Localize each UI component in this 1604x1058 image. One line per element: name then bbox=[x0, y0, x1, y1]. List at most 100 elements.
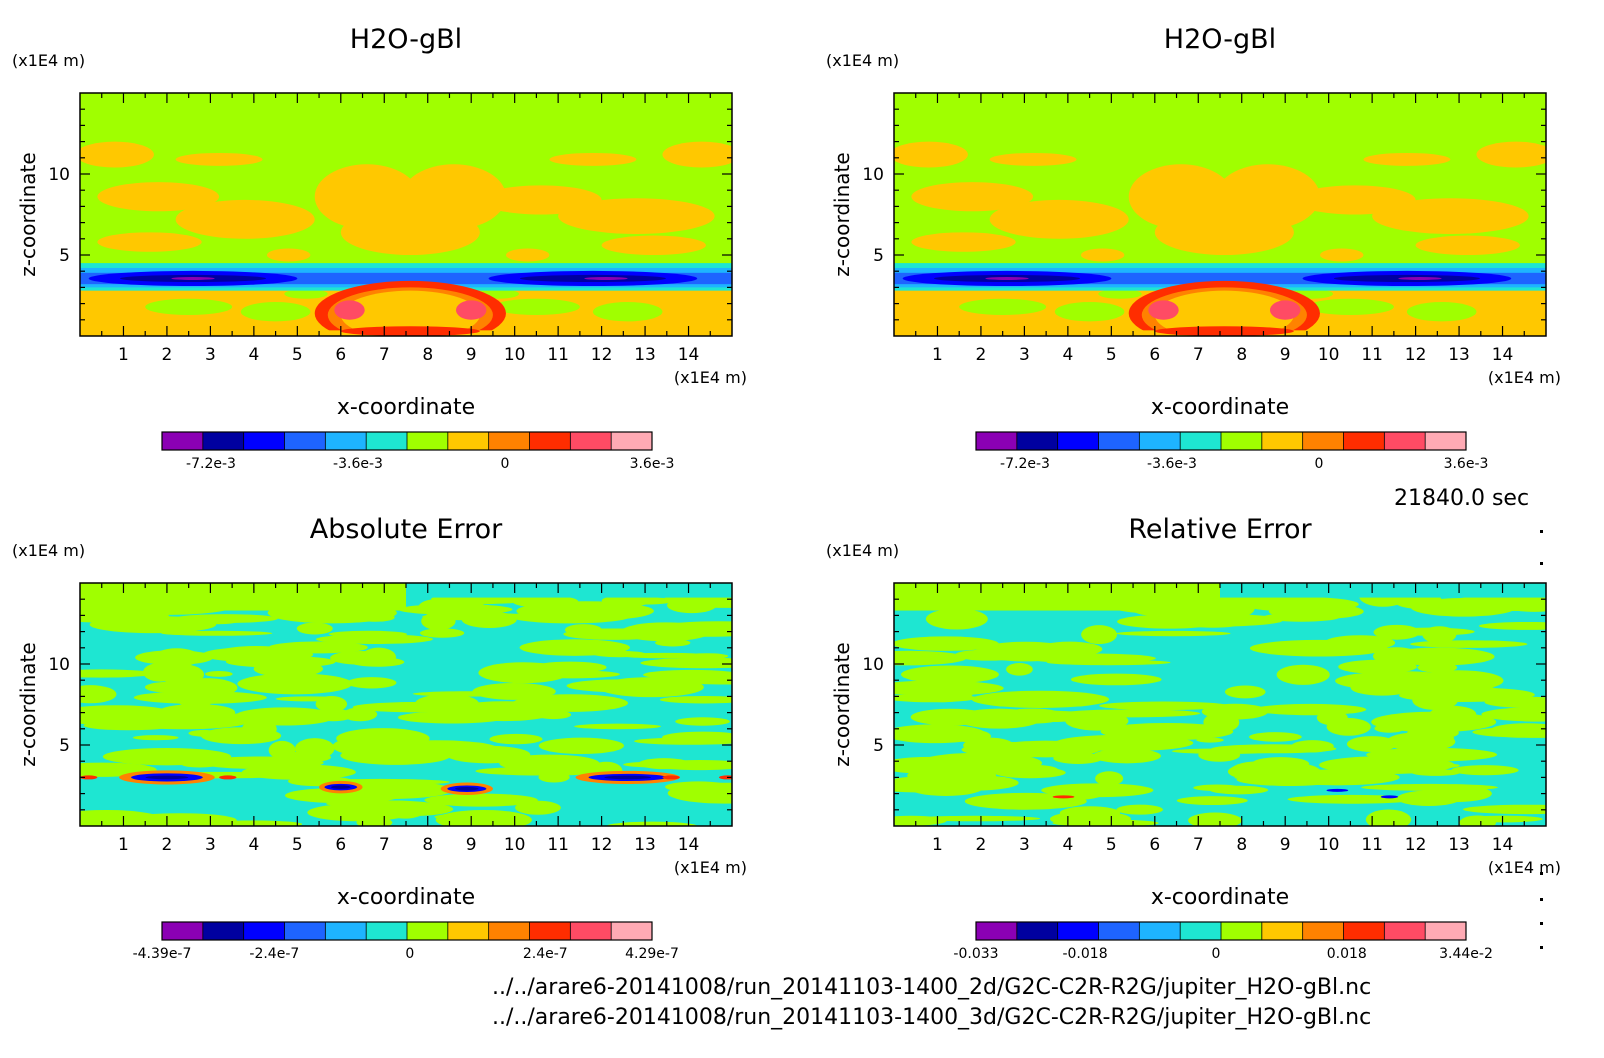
y-unit-label: (x1E4 m) bbox=[826, 541, 899, 560]
heatmap-field bbox=[80, 93, 732, 336]
x-tick-label: 11 bbox=[547, 835, 569, 855]
x-tick-label: 6 bbox=[335, 835, 346, 855]
colorbar-swatch bbox=[1302, 922, 1344, 940]
x-axis-label: x-coordinate bbox=[337, 885, 475, 910]
colorbar-swatch bbox=[1261, 922, 1304, 940]
colorbar-tick-label: 0 bbox=[1211, 946, 1220, 962]
colorbar-swatch bbox=[366, 922, 408, 940]
x-tick-label: 2 bbox=[976, 345, 987, 365]
x-unit-label: (x1E4 m) bbox=[674, 368, 747, 387]
x-tick-label: 8 bbox=[1236, 835, 1247, 855]
colorbar-swatch bbox=[1221, 432, 1263, 450]
colorbar-swatch bbox=[243, 922, 285, 940]
x-tick-label: 12 bbox=[1405, 835, 1427, 855]
margin-dot bbox=[1540, 946, 1543, 949]
colorbar-swatch bbox=[325, 922, 367, 940]
colorbar-swatch bbox=[162, 922, 204, 940]
x-tick-label: 5 bbox=[292, 345, 303, 365]
margin-dot bbox=[1540, 530, 1543, 533]
x-tick-label: 8 bbox=[1236, 345, 1247, 365]
x-tick-label: 7 bbox=[379, 835, 390, 855]
colorbar-swatch bbox=[407, 922, 449, 940]
file-path-3d: ../../arare6-20141008/run_20141103-1400_… bbox=[492, 1005, 1372, 1030]
x-tick-label: 9 bbox=[1280, 345, 1291, 365]
y-tick-label: 10 bbox=[48, 655, 70, 675]
y-tick-label: 10 bbox=[48, 165, 70, 185]
colorbar-tick-label: -4.39e-7 bbox=[133, 946, 192, 962]
colorbar-swatch bbox=[1057, 922, 1099, 940]
colorbar-tick-label: -2.4e-7 bbox=[249, 946, 299, 962]
x-tick-label: 4 bbox=[248, 835, 259, 855]
x-axis-label: x-coordinate bbox=[337, 395, 475, 420]
margin-dot bbox=[1540, 922, 1543, 925]
x-tick-label: 6 bbox=[335, 345, 346, 365]
colorbar-swatch bbox=[1384, 922, 1426, 940]
x-tick-label: 13 bbox=[634, 345, 656, 365]
colorbar-swatch bbox=[407, 432, 449, 450]
colorbar-tick-label: 2.4e-7 bbox=[523, 946, 568, 962]
colorbar-tick-label: -0.018 bbox=[1062, 946, 1107, 962]
colorbar-swatch bbox=[976, 432, 1018, 450]
colorbar-swatch bbox=[202, 922, 245, 940]
x-tick-label: 5 bbox=[292, 835, 303, 855]
heatmap-field bbox=[80, 583, 732, 826]
x-tick-label: 9 bbox=[466, 345, 477, 365]
x-tick-label: 5 bbox=[1106, 835, 1117, 855]
x-tick-label: 7 bbox=[1193, 345, 1204, 365]
colorbar-swatch bbox=[1221, 922, 1263, 940]
plot-title: Relative Error bbox=[1128, 514, 1312, 545]
file-path-2d: ../../arare6-20141008/run_20141103-1400_… bbox=[492, 975, 1372, 1000]
x-tick-label: 4 bbox=[1062, 345, 1073, 365]
colorbar-swatch bbox=[976, 922, 1018, 940]
x-tick-label: 9 bbox=[1280, 835, 1291, 855]
colorbar-tick-label: -3.6e-3 bbox=[1147, 456, 1197, 472]
colorbar-tick-label: 4.29e-7 bbox=[625, 946, 679, 962]
x-tick-label: 6 bbox=[1149, 835, 1160, 855]
x-tick-label: 14 bbox=[1492, 345, 1514, 365]
colorbar-swatch bbox=[1139, 432, 1181, 450]
colorbar-tick-label: -0.033 bbox=[953, 946, 998, 962]
x-axis-label: x-coordinate bbox=[1151, 395, 1289, 420]
colorbar-swatch bbox=[488, 922, 530, 940]
x-tick-label: 2 bbox=[976, 835, 987, 855]
x-tick-label: 3 bbox=[205, 835, 216, 855]
x-tick-label: 12 bbox=[591, 345, 613, 365]
margin-dot bbox=[1540, 898, 1543, 901]
x-axis-label: x-coordinate bbox=[1151, 885, 1289, 910]
x-tick-label: 8 bbox=[422, 345, 433, 365]
timestamp-label: 21840.0 sec bbox=[1394, 486, 1530, 511]
x-tick-label: 8 bbox=[422, 835, 433, 855]
y-axis-label: z-coordinate bbox=[16, 152, 40, 276]
plot-title: H2O-gBl bbox=[1164, 24, 1276, 55]
x-tick-label: 10 bbox=[504, 835, 526, 855]
colorbar-swatch bbox=[570, 432, 612, 450]
colorbar-tick-label: 0 bbox=[1315, 456, 1324, 472]
y-axis-label: z-coordinate bbox=[830, 152, 854, 276]
x-tick-label: 5 bbox=[1106, 345, 1117, 365]
colorbar-swatch bbox=[1098, 432, 1140, 450]
x-tick-label: 13 bbox=[1448, 835, 1470, 855]
colorbar-tick-label: 0 bbox=[405, 946, 414, 962]
plot-title: H2O-gBl bbox=[350, 24, 462, 55]
colorbar-tick-label: 0 bbox=[501, 456, 510, 472]
colorbar-swatch bbox=[1343, 432, 1385, 450]
colorbar-swatch bbox=[447, 432, 490, 450]
colorbar-swatch bbox=[366, 432, 408, 450]
x-unit-label: (x1E4 m) bbox=[674, 858, 747, 877]
colorbar-swatch bbox=[1384, 432, 1426, 450]
colorbar-tick-label: 3.44e-2 bbox=[1439, 946, 1493, 962]
colorbar-swatch bbox=[1425, 922, 1467, 940]
colorbar-tick-label: 0.018 bbox=[1327, 946, 1367, 962]
margin-dot bbox=[1540, 562, 1543, 565]
colorbar-swatch bbox=[529, 922, 571, 940]
y-tick-label: 5 bbox=[873, 736, 884, 756]
x-tick-label: 3 bbox=[1019, 345, 1030, 365]
x-tick-label: 11 bbox=[547, 345, 569, 365]
colorbar-swatch bbox=[570, 922, 612, 940]
x-unit-label: (x1E4 m) bbox=[1488, 858, 1561, 877]
x-tick-label: 4 bbox=[248, 345, 259, 365]
margin-dot bbox=[1540, 872, 1543, 875]
colorbar-swatch bbox=[1261, 432, 1304, 450]
colorbar-swatch bbox=[529, 432, 571, 450]
x-tick-label: 6 bbox=[1149, 345, 1160, 365]
